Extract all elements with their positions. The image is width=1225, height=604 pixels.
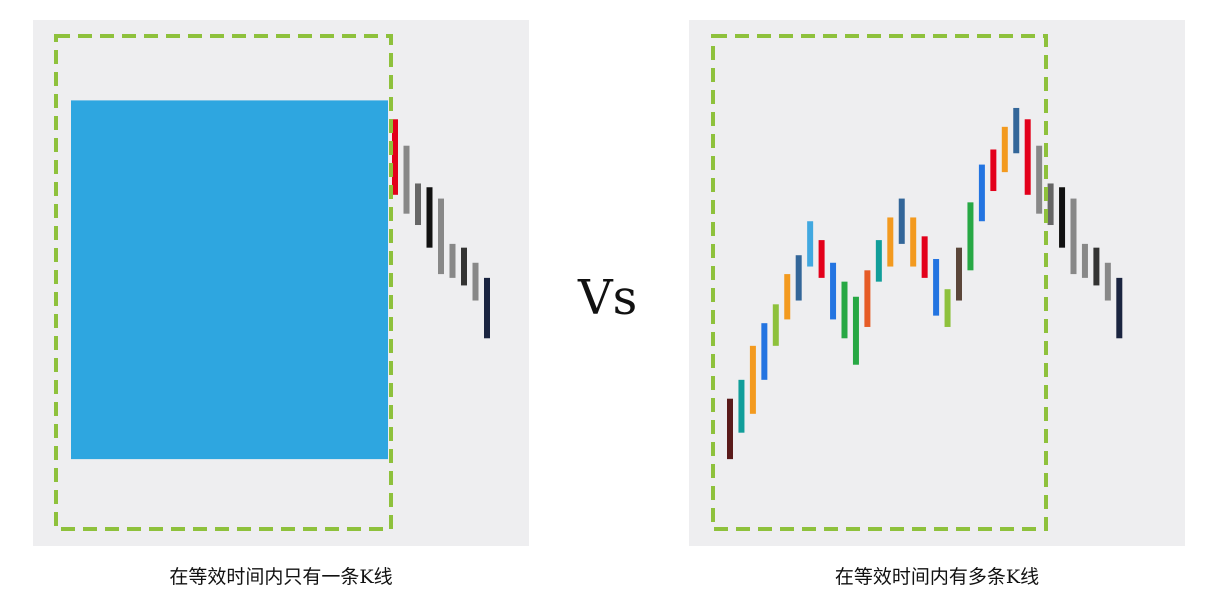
candle-16 bbox=[910, 217, 917, 267]
candle-23 bbox=[990, 149, 997, 192]
candle-10 bbox=[841, 281, 848, 339]
candle-17 bbox=[921, 236, 928, 278]
candle-12 bbox=[864, 270, 871, 327]
candle-20 bbox=[956, 247, 962, 301]
left-chart-panel bbox=[33, 20, 529, 546]
candle-2 bbox=[403, 145, 410, 214]
candle-1 bbox=[392, 119, 398, 195]
candle-26 bbox=[1024, 119, 1031, 195]
highlight-box bbox=[54, 34, 393, 531]
candle-33 bbox=[1104, 262, 1111, 301]
highlight-box bbox=[711, 34, 1048, 531]
candle-11 bbox=[852, 296, 859, 365]
candle-5 bbox=[438, 198, 444, 275]
candle-19 bbox=[944, 289, 951, 327]
left-candlestick-chart bbox=[54, 34, 490, 531]
candle-8 bbox=[472, 262, 479, 301]
candle-22 bbox=[978, 164, 985, 222]
candle-8 bbox=[818, 240, 825, 278]
candle-0 bbox=[727, 398, 733, 460]
candle-28 bbox=[1047, 183, 1054, 226]
candle-31 bbox=[1081, 243, 1088, 278]
candle-21 bbox=[967, 202, 974, 271]
right-chart-panel bbox=[689, 20, 1185, 546]
right-caption: 在等效时间内有多条K线 bbox=[834, 566, 1040, 588]
candle-4 bbox=[772, 304, 779, 346]
candle-24 bbox=[1001, 126, 1008, 173]
candle-27 bbox=[1036, 145, 1043, 214]
candle-30 bbox=[1070, 198, 1077, 275]
candle-3 bbox=[761, 323, 768, 380]
candle-29 bbox=[1059, 187, 1066, 248]
candle-18 bbox=[933, 258, 940, 316]
candle-34 bbox=[1116, 277, 1123, 339]
candle-2 bbox=[749, 345, 756, 414]
candle-15 bbox=[898, 198, 905, 244]
candle-5 bbox=[784, 274, 791, 320]
candle-13 bbox=[875, 240, 882, 282]
candle-9 bbox=[484, 277, 490, 339]
candle-32 bbox=[1093, 247, 1100, 286]
candle-9 bbox=[830, 262, 837, 320]
candle-3 bbox=[415, 183, 421, 226]
candle-4 bbox=[426, 187, 433, 248]
candle-14 bbox=[887, 217, 894, 267]
candle-7 bbox=[461, 247, 467, 286]
left-caption: 在等效时间内只有一条K线 bbox=[169, 566, 393, 588]
candle-1 bbox=[738, 379, 745, 433]
candle-7 bbox=[807, 221, 814, 267]
candle-6 bbox=[449, 243, 456, 278]
candle-6 bbox=[795, 255, 802, 301]
candle-0 bbox=[71, 100, 388, 460]
candle-25 bbox=[1013, 107, 1020, 154]
vs-label: Vs bbox=[578, 270, 638, 326]
right-candlestick-chart bbox=[711, 34, 1123, 531]
